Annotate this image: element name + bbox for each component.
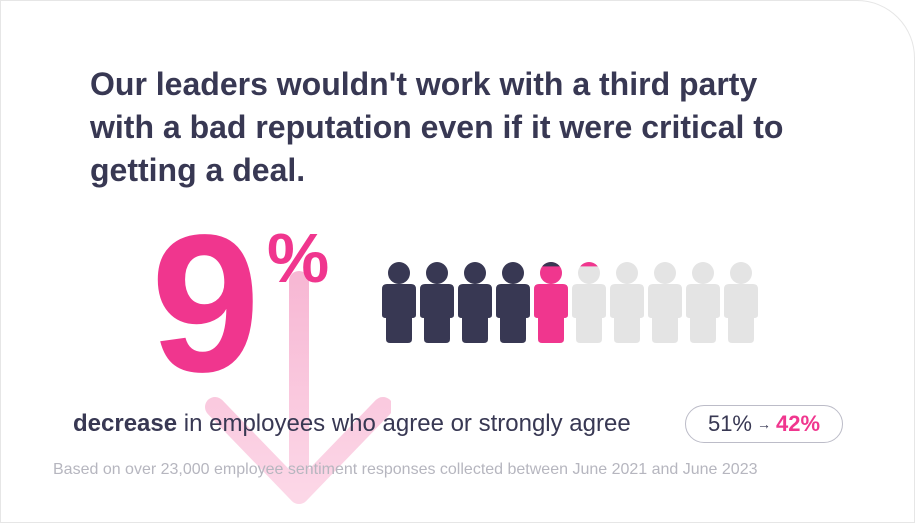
person-icon: [496, 262, 530, 343]
comparison-pill: 51% → 42%: [685, 405, 843, 443]
person-icon: [382, 262, 416, 343]
headline: Our leaders wouldn't work with a third p…: [90, 66, 784, 188]
caption: decrease in employees who agree or stron…: [73, 407, 631, 441]
comparison-arrow-icon: →: [757, 416, 771, 432]
comparison-before: 51%: [707, 411, 752, 436]
source-note: Based on over 23,000 employee sentiment …: [53, 461, 758, 478]
stat-value: 9: [151, 194, 260, 413]
people-chart: [382, 262, 758, 343]
comparison-after: 42%: [776, 411, 821, 436]
person-icon: [610, 262, 644, 343]
person-icon: [420, 262, 454, 343]
stat-unit: %: [267, 219, 330, 297]
person-icon: [534, 262, 568, 343]
person-icon: [648, 262, 682, 343]
person-icon: [572, 262, 606, 343]
arrow-down-icon: [205, 271, 391, 504]
caption-rest: in employees who agree or strongly agree: [177, 410, 631, 437]
person-icon: [686, 262, 720, 343]
person-icon: [458, 262, 492, 343]
person-icon: [724, 262, 758, 343]
caption-bold: decrease: [73, 410, 178, 437]
